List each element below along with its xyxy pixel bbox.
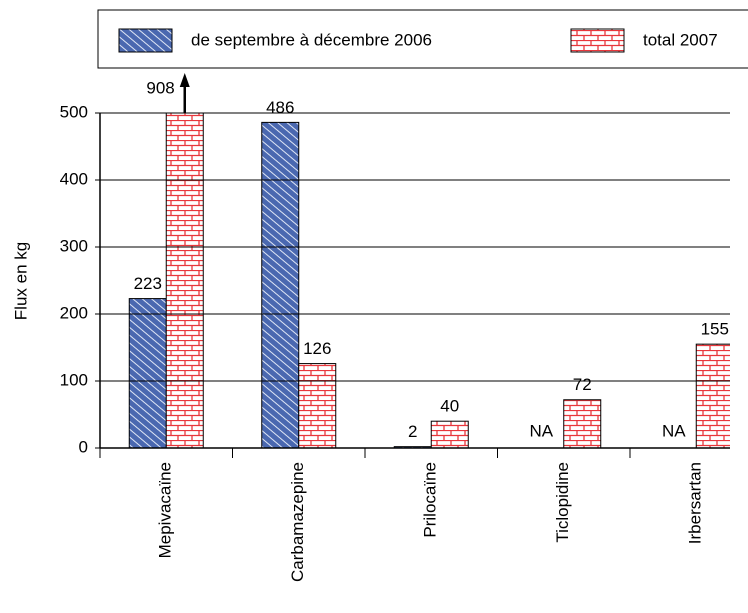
value-label: 126 xyxy=(303,339,331,358)
bar xyxy=(261,121,300,449)
value-label: 908 xyxy=(146,78,174,97)
bar xyxy=(165,113,204,449)
legend-swatch xyxy=(570,28,625,53)
legend-box xyxy=(97,9,748,69)
value-label: 486 xyxy=(266,98,294,117)
bar xyxy=(695,343,730,449)
bar xyxy=(430,420,469,449)
legend-label: de septembre à décembre 2006 xyxy=(191,30,432,49)
value-label: 72 xyxy=(573,375,592,394)
y-tick-label: 300 xyxy=(60,236,88,255)
bar xyxy=(298,363,337,449)
legend-label: total 2007 xyxy=(643,30,718,49)
x-tick-label: Carbamazepine xyxy=(288,462,307,582)
value-label: 223 xyxy=(134,274,162,293)
x-tick-label: Ticlopidine xyxy=(553,462,572,543)
y-tick-label: 0 xyxy=(79,437,88,456)
bar xyxy=(128,298,167,449)
bar xyxy=(563,399,602,449)
y-tick-label: 100 xyxy=(60,370,88,389)
y-axis-label: Flux en kg xyxy=(11,242,30,320)
overflow-arrowhead xyxy=(179,73,190,87)
x-tick-label: Mepivacaïne xyxy=(156,462,175,558)
value-label: NA xyxy=(662,421,686,440)
value-label: 2 xyxy=(408,422,417,441)
x-tick-label: Irbersartan xyxy=(686,462,705,544)
y-tick-label: 500 xyxy=(60,102,88,121)
x-tick-label: Prilocaïne xyxy=(421,462,440,538)
value-label: NA xyxy=(529,421,553,440)
y-tick-label: 200 xyxy=(60,303,88,322)
legend-swatch xyxy=(118,28,173,53)
value-label: 155 xyxy=(701,320,729,339)
y-tick-label: 400 xyxy=(60,169,88,188)
value-label: 40 xyxy=(440,397,459,416)
